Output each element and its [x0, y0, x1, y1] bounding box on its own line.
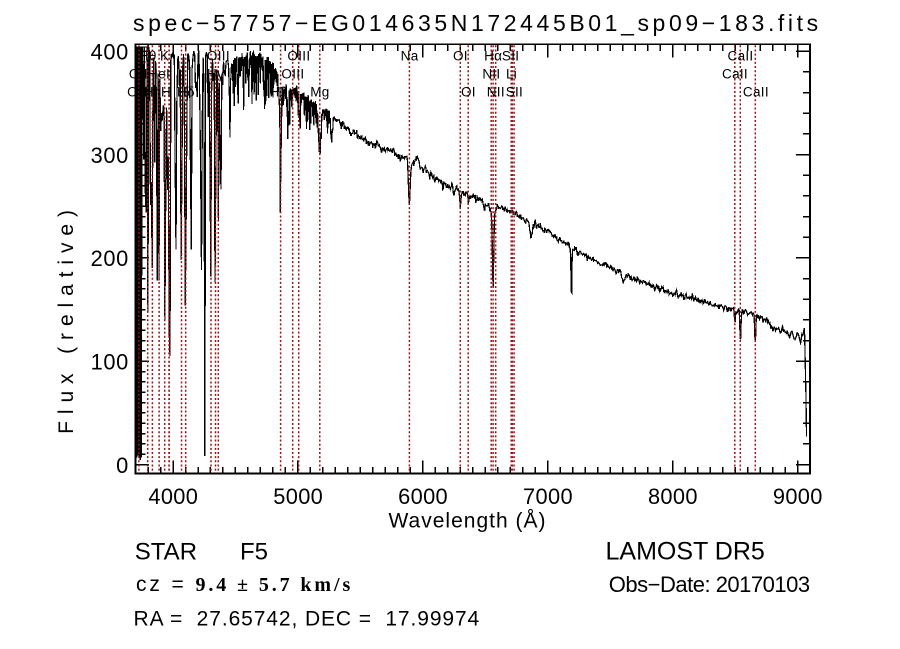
svg-text:NII: NII [482, 67, 500, 82]
svg-text:NII: NII [487, 84, 505, 99]
svg-text:Wavelength (Å): Wavelength (Å) [389, 510, 547, 533]
svg-text:H: H [161, 84, 171, 99]
svg-text:SII: SII [506, 84, 523, 99]
svg-text:cz = 9.4 ± 5.7 km/s: cz = 9.4 ± 5.7 km/s [136, 573, 353, 596]
svg-text:K: K [160, 49, 169, 64]
svg-text:OI: OI [453, 49, 468, 64]
svg-text:CaII: CaII [722, 67, 748, 82]
svg-text:CaII: CaII [743, 84, 769, 99]
svg-text:CaII: CaII [728, 49, 754, 64]
svg-text:7000: 7000 [523, 484, 573, 509]
svg-text:Hη: Hη [144, 84, 162, 99]
svg-text:0: 0 [116, 453, 129, 478]
svg-text:OI: OI [461, 84, 476, 99]
svg-text:OII: OII [127, 84, 146, 99]
svg-text:Na: Na [401, 49, 419, 64]
svg-text:LAMOST DR5: LAMOST DR5 [606, 538, 765, 566]
svg-text:Flux (relative): Flux (relative) [55, 203, 78, 434]
svg-text:200: 200 [91, 246, 129, 271]
svg-text:OIII: OIII [281, 67, 304, 82]
svg-text:100: 100 [91, 350, 129, 375]
svg-text:400: 400 [91, 40, 129, 65]
svg-text:Hδ: Hδ [177, 84, 195, 99]
svg-text:9000: 9000 [773, 484, 823, 509]
svg-text:4000: 4000 [148, 484, 198, 509]
svg-text:Hβ: Hβ [269, 84, 287, 99]
svg-text:Mg: Mg [310, 84, 329, 99]
svg-text:OII: OII [129, 67, 148, 82]
svg-text:8000: 8000 [648, 484, 698, 509]
svg-text:6000: 6000 [398, 484, 448, 509]
svg-text:Hγ: Hγ [207, 67, 224, 82]
svg-text:Hα: Hα [484, 49, 502, 64]
svg-text:SII: SII [502, 49, 519, 64]
svg-text:Obs−Date: 20170103: Obs−Date: 20170103 [609, 572, 810, 597]
svg-text:RA = 27.65742, DEC = 17.9997: RA = 27.65742, DEC = 17.99974 [134, 608, 481, 631]
svg-text:Hθ: Hθ [139, 49, 157, 64]
svg-text:Li: Li [506, 67, 517, 82]
svg-text:5000: 5000 [273, 484, 323, 509]
svg-text:OIII: OIII [207, 49, 230, 64]
svg-text:STAR: STAR [135, 539, 197, 566]
svg-text:spec−57757−EG014635N172445B01_: spec−57757−EG014635N172445B01_sp09−183.f… [133, 10, 822, 36]
svg-text:300: 300 [91, 143, 129, 168]
svg-text:F5: F5 [240, 539, 268, 566]
svg-text:HeI: HeI [148, 67, 170, 82]
svg-text:OIII: OIII [287, 49, 310, 64]
